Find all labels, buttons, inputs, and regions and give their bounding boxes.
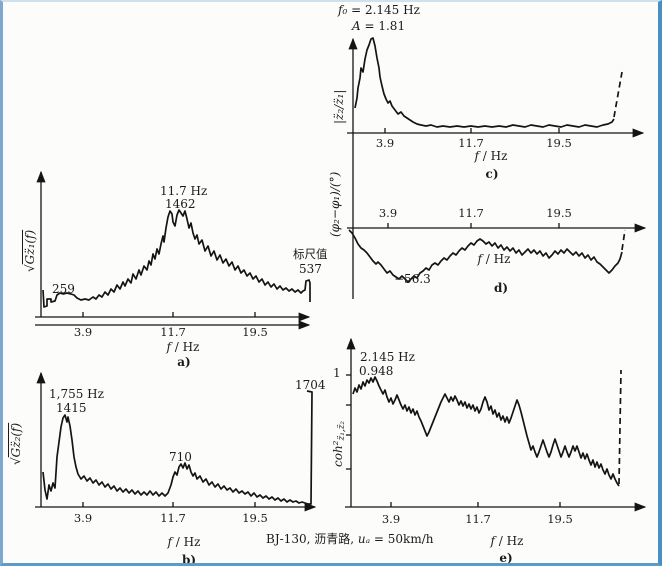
hz-unit: / Hz [481, 252, 511, 266]
plot-e-x-axis-label: f / Hz [490, 534, 524, 548]
axes [35, 37, 647, 512]
plot-d-xtick-19.5: 19.5 [546, 206, 572, 220]
plot-e-y-axis-label: coh²z̈₁,z̈₂ [331, 420, 348, 467]
plot-b-end-value: 1704 [295, 378, 326, 392]
plot-a-tag: a) [177, 355, 191, 369]
plot-a-peak-value: 1462 [165, 197, 196, 211]
hz-unit: / Hz [478, 149, 508, 163]
plot-d-x-axis-label: f / Hz [477, 252, 511, 266]
plot-c-y-axis-label: |z̈₂/z̈₁| [332, 89, 346, 124]
plot-e-annotation-coherence: 0.948 [359, 364, 394, 378]
hz-unit: / Hz [170, 340, 200, 354]
caption-prefix: BJ-130, 沥青路, [266, 532, 358, 546]
plot-b-peak-frequency: 1,755 Hz [49, 387, 104, 401]
figure-caption: BJ-130, 沥青路, uₐ = 50km/h [266, 532, 434, 546]
plot-a-scale-value: 537 [299, 262, 322, 276]
plot-b-peak-value: 1415 [56, 401, 87, 415]
hz-unit: / Hz [171, 535, 201, 549]
plot-b-xtick-3.9: 3.9 [73, 511, 93, 525]
plot-a-xtick-19.5: 19.5 [242, 325, 268, 339]
plot-a-ylabel-expr: Gz̈₁(f) [23, 229, 37, 265]
plot-d-min-value: −56.3 [394, 272, 431, 286]
speed-value: = 50km/h [370, 532, 434, 546]
hz-unit: / Hz [494, 534, 524, 548]
plot-c-x-axis-label: f / Hz [474, 149, 508, 163]
plot-e-xtick-19.5: 19.5 [547, 512, 573, 526]
f-symbol: f [166, 340, 171, 354]
plot-b-y-axis-label: √Gz̈₂(f) [9, 422, 23, 465]
plot-a-x-axis-label: f / Hz [166, 340, 200, 354]
plot-c-xtick-3.9: 3.9 [375, 136, 395, 150]
plot-e-tag: e) [499, 551, 513, 565]
plot-a-left-value: 259 [52, 282, 75, 296]
A-symbol: A [352, 19, 361, 33]
plot-b-xtick-11.7: 11.7 [160, 511, 186, 525]
f0-value: = 2.145 Hz [347, 3, 420, 17]
plot-e-ylabel-main: coh² [331, 440, 345, 467]
plot-d-xtick-11.7: 11.7 [458, 206, 484, 220]
plot-b-mid-value: 710 [169, 450, 192, 464]
plot-c-xtick-11.7: 11.7 [458, 136, 484, 150]
plot-e-ytick-1: 1 [333, 366, 341, 380]
plot-a-xtick-11.7: 11.7 [160, 325, 186, 339]
sqrt-sign: √ [9, 457, 23, 465]
plot-a-peak-frequency: 11.7 Hz [160, 184, 208, 198]
f-symbol: f [167, 535, 172, 549]
A-value: = 1.81 [360, 19, 406, 33]
f-symbol: f [474, 149, 479, 163]
curves [42, 37, 626, 505]
f-symbol: f [490, 534, 495, 548]
speed-symbol: uₐ [357, 532, 371, 546]
sqrt-sign: √ [23, 264, 37, 272]
plot-d-xtick-3.9: 3.9 [378, 206, 398, 220]
plot-c-f0-annotation: f₀ = 2.145 Hz [338, 3, 420, 17]
plot-a-scale-name: 标尺值 [293, 247, 328, 261]
plot-c-tag: c) [485, 167, 499, 181]
plot-e-xtick-3.9: 3.9 [381, 512, 401, 526]
plot-b-tag: b) [181, 553, 197, 566]
f0-symbol: f₀ [338, 3, 348, 17]
plot-c-amplitude-annotation: A = 1.81 [352, 19, 406, 33]
f-symbol: f [477, 252, 482, 266]
plot-b-x-axis-label: f / Hz [167, 535, 201, 549]
plot-e-ylabel-sub: z̈₁,z̈₂ [337, 420, 347, 441]
plot-a-xtick-3.9: 3.9 [73, 325, 93, 339]
plot-d-y-axis-label: (φ₂−φ₁)/(°) [328, 171, 342, 237]
plot-b-xtick-19.5: 19.5 [242, 511, 268, 525]
plot-e-xtick-11.7: 11.7 [465, 512, 491, 526]
figure-canvas [35, 37, 647, 512]
plot-e-annotation-frequency: 2.145 Hz [360, 350, 415, 364]
plot-c-xtick-19.5: 19.5 [546, 136, 572, 150]
plot-a-y-axis-label: √Gz̈₁(f) [23, 229, 37, 272]
plot-b-ylabel-expr: Gz̈₂(f) [9, 422, 23, 458]
plot-d-tag: d) [493, 281, 509, 295]
